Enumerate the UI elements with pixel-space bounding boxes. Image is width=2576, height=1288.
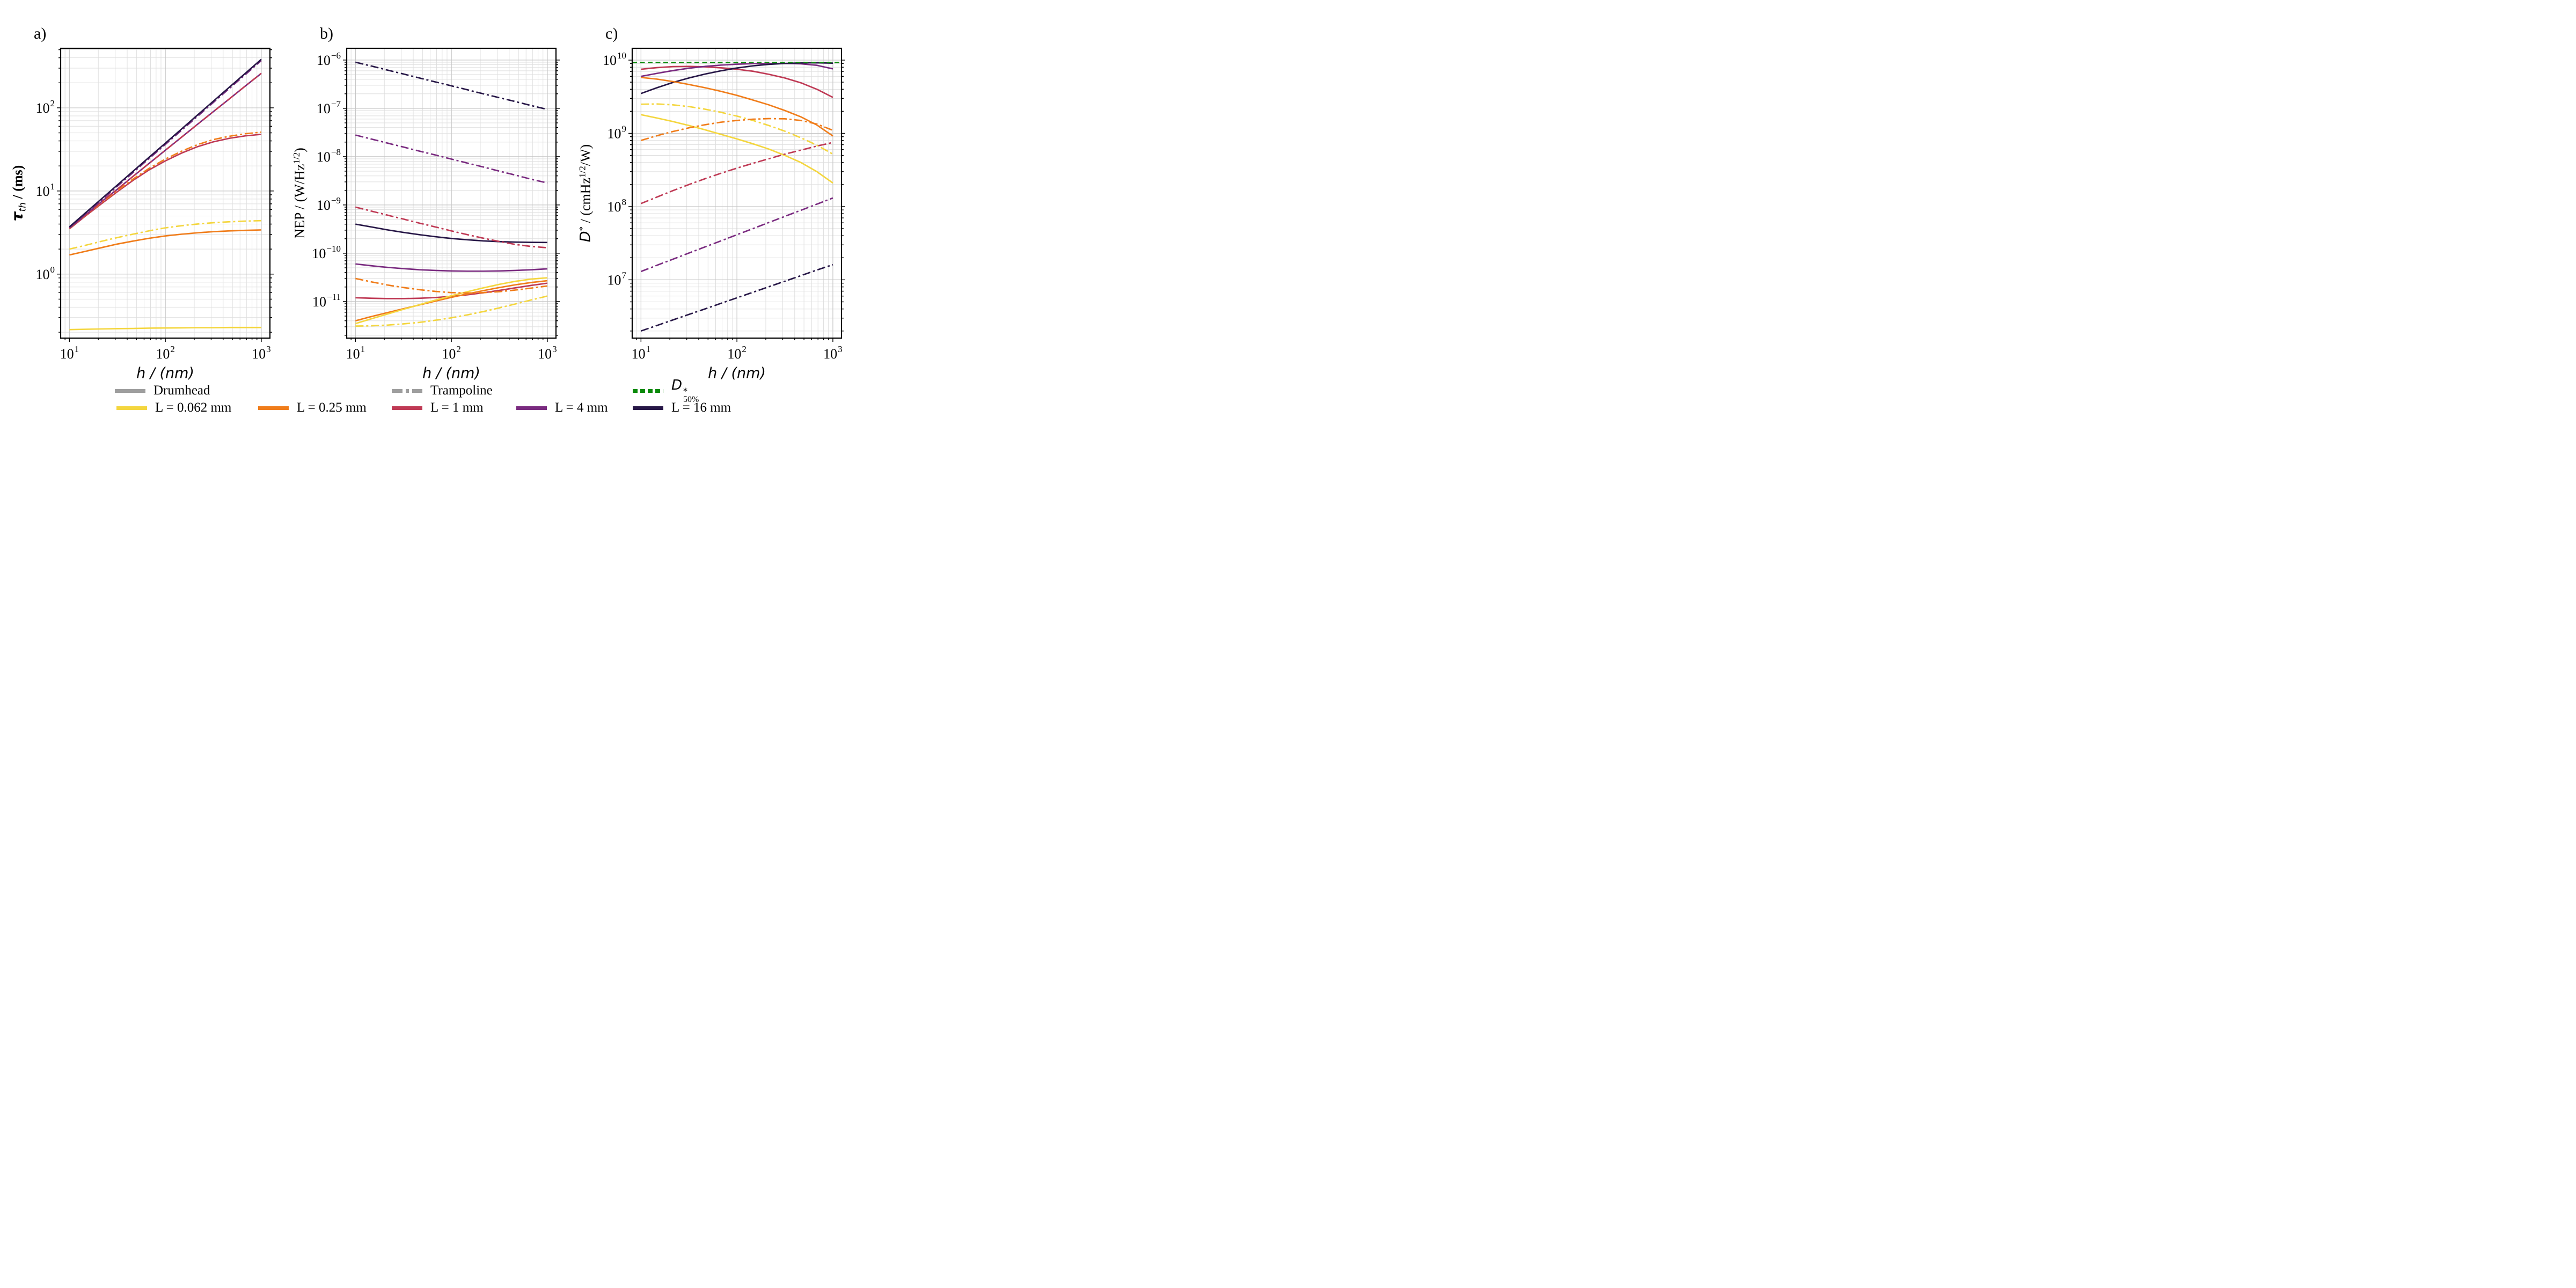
curve-trampoline-l-4-mm (355, 134, 548, 184)
curve-trampoline-l-0.25-mm (640, 118, 833, 141)
panel-letter-a: a) (34, 25, 47, 42)
curve-drumhead-l-1-mm (69, 133, 262, 230)
L0.062-line-swatch (116, 406, 147, 410)
curve-drumhead-l-0.25-mm (69, 229, 261, 256)
curve-trampoline-l-4-mm (69, 60, 262, 229)
legend-item-L4: L = 4 mm (516, 400, 608, 416)
panel-a: 101 102 103 100 101 102 (36, 47, 274, 362)
legend-label: L = 16 mm (671, 400, 731, 415)
legend-item-L0.062: L = 0.062 mm (116, 400, 231, 416)
panel-letter-b: b) (320, 25, 333, 42)
panel-letter-c: c) (605, 25, 618, 42)
legend-label: D * 50% (671, 377, 699, 404)
L16-line-swatch (633, 406, 663, 410)
curve-drumhead-l-16-mm (69, 58, 262, 228)
panel-b: 101 102 103 10−6 10−7 10−8 10−9 10−10 10−11 (312, 47, 560, 362)
y-axis-label-b: NEP / (W/Hz1/2) (291, 148, 308, 239)
tick-label: 103 (823, 344, 843, 362)
curve-trampoline-l-16-mm (355, 61, 548, 111)
curve-trampoline-l-16-mm (640, 264, 833, 332)
legend-item-d50: D * 50% (633, 377, 699, 404)
x-axis-label-a: h / (nm) (136, 365, 194, 382)
tick-label: 10−9 (317, 195, 341, 213)
legend-item-drumhead: Drumhead (115, 383, 210, 399)
tick-label: 10−6 (317, 50, 341, 68)
legend-item-L16: L = 16 mm (633, 400, 731, 416)
L0.25-line-swatch (258, 406, 289, 410)
y-axis-label-a: τth / (ms) (8, 165, 28, 222)
tick-label: 102 (727, 344, 747, 362)
curve-drumhead-l-16-mm (640, 62, 833, 94)
x-axis-label-c: h / (nm) (708, 365, 766, 382)
tick-label: 103 (538, 344, 557, 362)
d50-line-swatch (633, 389, 663, 393)
L1-line-swatch (392, 406, 422, 410)
legend-item-L0.25: L = 0.25 mm (258, 400, 367, 416)
curve-drumhead-l-0.062-mm (355, 277, 548, 325)
curve-trampoline-l-1-mm (355, 206, 548, 248)
panel-c: 101 102 103 107 108 109 1010 (603, 47, 845, 362)
drumhead-line-swatch (115, 389, 145, 393)
trampoline-line-swatch (392, 389, 422, 393)
curve-trampoline-l-1-mm (640, 142, 833, 204)
tick-label: 102 (442, 344, 461, 362)
curve-drumhead-l-0.062-mm (69, 326, 261, 331)
curve-drumhead-l-0.062-mm (641, 114, 833, 184)
curve-trampoline-l-1-mm (69, 72, 262, 229)
legend-label: L = 1 mm (430, 400, 484, 415)
tick-label: 107 (608, 270, 627, 288)
tick-label: 10−11 (312, 292, 341, 310)
curve-drumhead-l-0.25-mm (355, 280, 548, 321)
curve-drumhead-l-4-mm (641, 62, 833, 77)
curve-trampoline-l-0.25-mm (355, 277, 548, 294)
y-axis-label-c: D* / (cmHz1/2/W) (577, 144, 594, 243)
x-axis-label-b: h / (nm) (422, 365, 480, 382)
tick-label: 102 (156, 344, 175, 362)
tick-label: 101 (36, 181, 55, 199)
curve-drumhead-l-0.25-mm (641, 76, 833, 137)
legend-label: L = 4 mm (555, 400, 608, 415)
tick-label: 10−10 (312, 244, 341, 261)
tick-label: 10−7 (317, 99, 341, 116)
L4-line-swatch (516, 406, 547, 410)
tick-label: 101 (632, 344, 651, 362)
tick-label: 101 (60, 344, 79, 362)
tick-label: 108 (608, 197, 627, 215)
curve-trampoline-l-0.062-mm (69, 219, 261, 250)
curve-drumhead-l-16-mm (355, 223, 547, 244)
legend-label: Drumhead (153, 383, 210, 398)
curve-trampoline-l-0.062-mm (641, 103, 833, 155)
tick-label: 10−8 (317, 147, 341, 165)
tick-label: 1010 (603, 50, 626, 68)
legend-label: Trampoline (430, 383, 493, 398)
tick-label: 101 (346, 344, 365, 362)
curve-trampoline-l-0.062-mm (355, 295, 548, 327)
legend-label: L = 0.062 mm (155, 400, 232, 415)
legend-item-trampoline: Trampoline (392, 383, 493, 399)
legend-label: L = 0.25 mm (297, 400, 367, 415)
tick-label: 103 (252, 344, 271, 362)
curve-drumhead-l-4-mm (355, 263, 548, 272)
figure: 101 102 103 100 101 102 101 102 103 10−6 10−7 10−8 1… (0, 0, 859, 429)
legend-item-L1: L = 1 mm (392, 400, 484, 416)
tick-label: 100 (36, 265, 55, 282)
tick-label: 109 (608, 123, 627, 141)
tick-label: 102 (36, 98, 55, 116)
curve-drumhead-l-1-mm (641, 65, 833, 98)
curve-trampoline-l-4-mm (640, 197, 833, 273)
